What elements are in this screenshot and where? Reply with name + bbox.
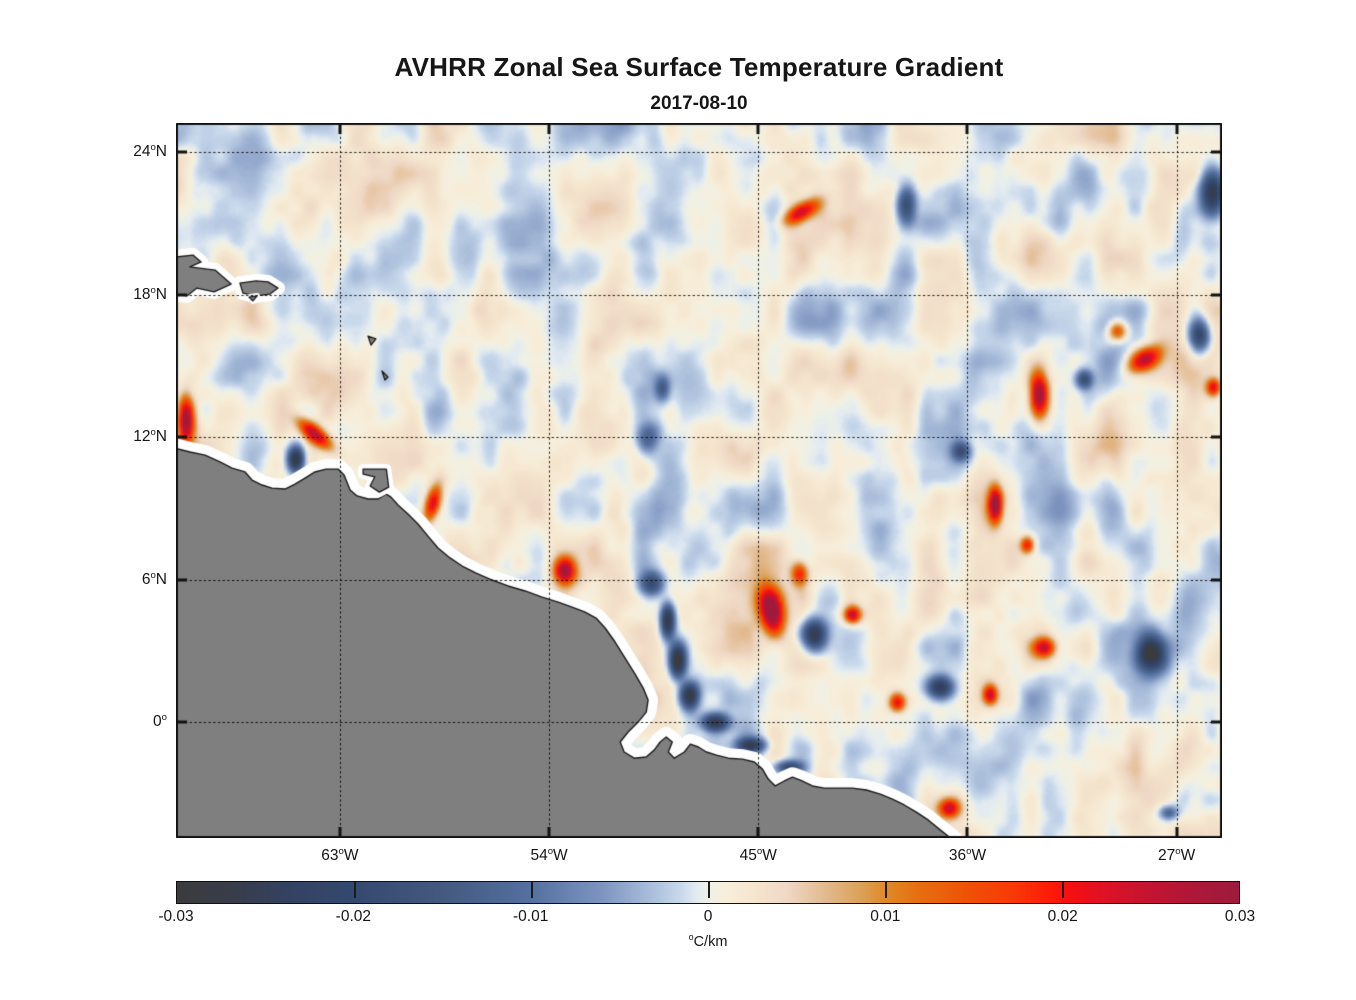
x-tick-label: 54oW bbox=[530, 846, 568, 865]
colorbar-tick-label: 0.01 bbox=[870, 908, 901, 925]
y-tick-label: 6oN bbox=[141, 569, 167, 588]
colorbar-tick-mark bbox=[1062, 882, 1064, 898]
colorbar-tick-label: 0 bbox=[703, 908, 713, 925]
y-axis-labels: 24oN 18oN 12oN 6oN 0o bbox=[0, 0, 167, 860]
colorbar-tick-label: -0.02 bbox=[335, 908, 371, 925]
x-tick-label: 45oW bbox=[739, 846, 777, 865]
x-tick-label: 63oW bbox=[321, 846, 359, 865]
colorbar-tick-labels: -0.03 -0.02 -0.01 0 0.01 0.02 0.03 bbox=[0, 908, 1356, 928]
chart-title: AVHRR Zonal Sea Surface Temperature Grad… bbox=[394, 52, 1004, 82]
y-tick-label: 12oN bbox=[133, 427, 167, 446]
y-tick-label: 18oN bbox=[133, 284, 167, 303]
colorbar-tick-mark bbox=[354, 882, 356, 898]
map-canvas bbox=[176, 123, 1222, 838]
x-tick-label: 36oW bbox=[948, 846, 987, 865]
colorbar-tick-label: 0.02 bbox=[1047, 908, 1078, 925]
y-tick-label: 0o bbox=[153, 712, 167, 731]
colorbar-tick-label: -0.03 bbox=[158, 908, 194, 925]
colorbar-tick-mark bbox=[531, 882, 533, 898]
y-tick-label: 24oN bbox=[133, 141, 167, 161]
colorbar-tick-mark bbox=[708, 882, 710, 898]
colorbar-tick-mark bbox=[885, 882, 887, 898]
x-tick-label: 27oW bbox=[1158, 846, 1196, 865]
colorbar-tick-label: -0.01 bbox=[512, 908, 549, 925]
chart-subtitle: 2017-08-10 bbox=[650, 93, 748, 114]
colorbar-tick-label: 0.03 bbox=[1224, 908, 1256, 925]
colorbar bbox=[176, 881, 1240, 904]
colorbar-unit-label: oC/km bbox=[688, 932, 728, 950]
map-plot-area bbox=[176, 123, 1222, 838]
x-axis-labels: 63oW 54oW 45oW 36oW 27oW bbox=[0, 846, 1356, 868]
